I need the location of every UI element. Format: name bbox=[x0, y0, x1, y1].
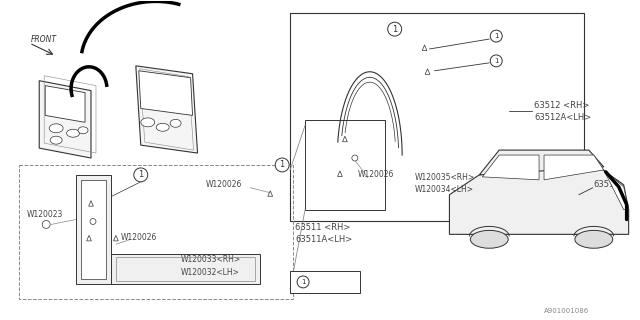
Text: W120026: W120026 bbox=[205, 180, 242, 189]
Text: 1: 1 bbox=[301, 279, 305, 285]
Polygon shape bbox=[544, 155, 604, 180]
Bar bbox=[19, 165, 293, 299]
Polygon shape bbox=[479, 150, 604, 175]
Ellipse shape bbox=[49, 124, 63, 133]
Circle shape bbox=[490, 30, 502, 42]
Ellipse shape bbox=[78, 127, 88, 134]
Ellipse shape bbox=[67, 129, 79, 137]
Polygon shape bbox=[604, 170, 628, 210]
Bar bbox=[116, 257, 255, 281]
Circle shape bbox=[134, 168, 148, 182]
Text: 1: 1 bbox=[138, 170, 143, 180]
Text: 63511A<LH>: 63511A<LH> bbox=[295, 235, 353, 244]
Text: 63511 <RH>: 63511 <RH> bbox=[295, 223, 351, 232]
Polygon shape bbox=[81, 180, 106, 279]
Polygon shape bbox=[88, 201, 93, 206]
Polygon shape bbox=[422, 45, 427, 51]
Polygon shape bbox=[136, 66, 198, 153]
Text: A901001086: A901001086 bbox=[543, 308, 589, 314]
Text: FRONT: FRONT bbox=[31, 35, 57, 44]
Polygon shape bbox=[342, 136, 348, 142]
Circle shape bbox=[90, 219, 96, 224]
Ellipse shape bbox=[50, 136, 62, 144]
Polygon shape bbox=[268, 191, 273, 196]
Polygon shape bbox=[483, 155, 539, 180]
Text: 1: 1 bbox=[280, 160, 285, 170]
Polygon shape bbox=[139, 71, 193, 116]
Text: 1: 1 bbox=[392, 25, 397, 34]
Text: W120023: W120023 bbox=[26, 210, 63, 219]
Polygon shape bbox=[86, 235, 92, 241]
Polygon shape bbox=[45, 86, 85, 122]
Text: 63512 <RH>: 63512 <RH> bbox=[534, 101, 589, 110]
Bar bbox=[290, 13, 584, 221]
Circle shape bbox=[490, 55, 502, 67]
Polygon shape bbox=[425, 69, 430, 74]
Text: 1: 1 bbox=[494, 33, 499, 39]
Text: W120026: W120026 bbox=[121, 233, 157, 242]
Text: 63562A: 63562A bbox=[313, 277, 346, 286]
Text: W120032<LH>: W120032<LH> bbox=[180, 268, 239, 276]
Polygon shape bbox=[39, 81, 91, 158]
Text: 1: 1 bbox=[494, 58, 499, 64]
Circle shape bbox=[297, 276, 309, 288]
Text: W120034<LH>: W120034<LH> bbox=[415, 185, 474, 194]
Polygon shape bbox=[113, 235, 118, 241]
Bar bbox=[290, 271, 360, 293]
Circle shape bbox=[275, 158, 289, 172]
Circle shape bbox=[388, 22, 402, 36]
Polygon shape bbox=[111, 254, 260, 284]
Bar bbox=[305, 120, 385, 210]
Ellipse shape bbox=[141, 118, 155, 127]
Ellipse shape bbox=[156, 123, 169, 131]
Ellipse shape bbox=[575, 230, 612, 248]
Polygon shape bbox=[337, 171, 342, 176]
Text: 63516: 63516 bbox=[594, 180, 620, 189]
Circle shape bbox=[42, 220, 50, 228]
Ellipse shape bbox=[170, 119, 181, 127]
Polygon shape bbox=[76, 175, 111, 284]
Circle shape bbox=[352, 155, 358, 161]
Text: 63512A<LH>: 63512A<LH> bbox=[534, 113, 591, 122]
Text: W120035<RH>: W120035<RH> bbox=[415, 173, 475, 182]
Text: W120026: W120026 bbox=[358, 170, 394, 180]
Text: W120033<RH>: W120033<RH> bbox=[180, 255, 241, 264]
Ellipse shape bbox=[470, 230, 508, 248]
Polygon shape bbox=[449, 167, 628, 234]
